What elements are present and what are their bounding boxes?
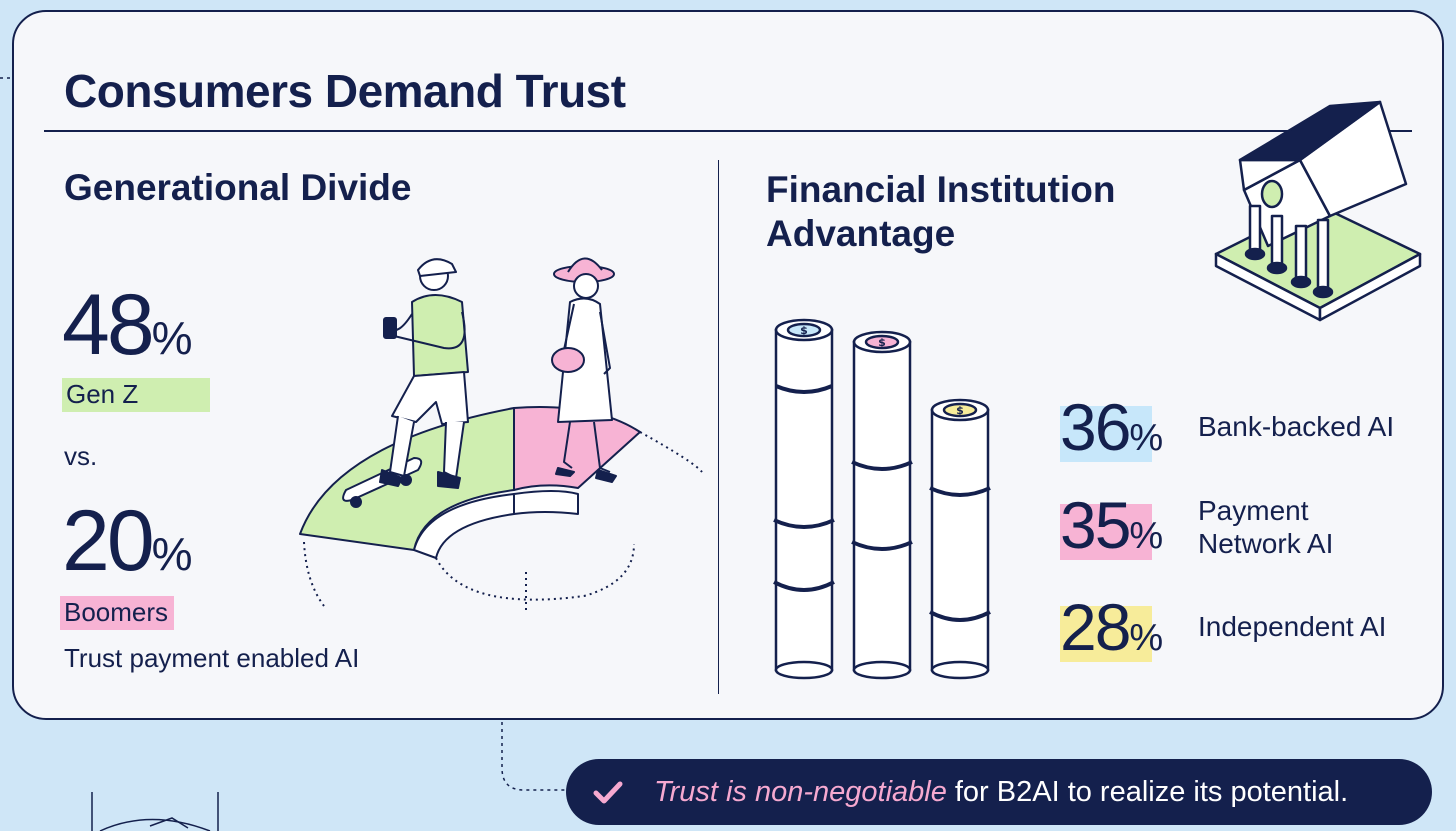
- stat-highlight: [1060, 406, 1152, 462]
- generational-illustration: [299, 257, 703, 612]
- vs-text: vs.: [64, 441, 98, 471]
- stat-value: 28%: [1060, 590, 1164, 664]
- svg-text:$: $: [956, 404, 964, 417]
- info-card: Consumers Demand Trust Generational Divi…: [12, 10, 1444, 720]
- banner-text: for B2AI to realize its potential.: [954, 775, 1349, 808]
- stat-value: 35%: [1060, 488, 1164, 562]
- genz-percentage: 48%: [62, 277, 193, 373]
- genz-label: Gen Z: [62, 378, 210, 412]
- boomers-label: Boomers: [60, 596, 175, 630]
- svg-text:$: $: [800, 324, 808, 337]
- stat-value: 36%: [1060, 390, 1164, 464]
- trust-caption: Trust payment enabled AI: [64, 643, 360, 673]
- trust-banner: Trust is non-negotiable for B2AI to real…: [566, 759, 1432, 825]
- banner-emphasis: Trust is non-negotiable: [654, 775, 947, 808]
- boomers-percentage: 20%: [62, 493, 193, 589]
- check-icon: [593, 781, 623, 804]
- stat-label: Bank-backed AI: [1198, 411, 1395, 442]
- partial-illustration: [91, 792, 219, 831]
- stat-highlight: [1060, 504, 1152, 560]
- column-divider: [718, 160, 719, 694]
- stat-highlight: [1060, 606, 1152, 662]
- stat-label: Payment Network AI: [1198, 495, 1334, 559]
- svg-text:$: $: [878, 336, 886, 349]
- dollar-icon: $ $ $: [800, 324, 964, 417]
- stat-label: Independent AI: [1198, 611, 1387, 642]
- page-title: Consumers Demand Trust: [64, 65, 626, 117]
- title-divider: [44, 130, 1412, 132]
- bank-icon: [1214, 100, 1422, 322]
- coin-stack-icon: $ $ $: [773, 318, 991, 680]
- generational-divide-heading: Generational Divide: [64, 167, 412, 208]
- financial-institution-heading: Financial Institution Advantage: [766, 169, 1116, 254]
